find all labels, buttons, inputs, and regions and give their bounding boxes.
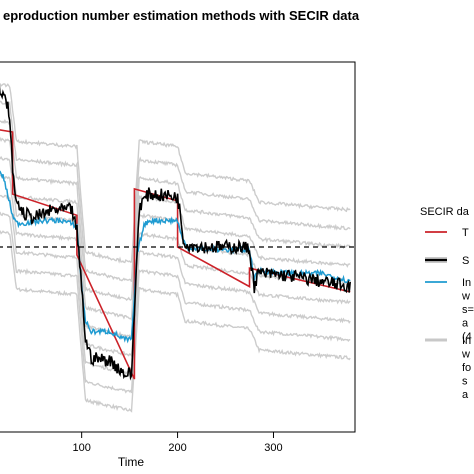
x-axis-label: Time [118, 455, 145, 469]
x-tick-label: 200 [168, 442, 186, 454]
gray-lines-group [0, 83, 351, 413]
sim-line-group [0, 84, 351, 381]
x-axis: 100 200 300 [72, 432, 283, 454]
legend-label-blue: a [462, 318, 469, 330]
legend-label-blue: w [461, 291, 470, 303]
blue-series-line [0, 170, 351, 344]
gray-series-line [0, 83, 351, 264]
legend-label-gray: a [462, 389, 469, 401]
sim-series-line [0, 84, 351, 381]
x-tick-label: 300 [264, 442, 282, 454]
plot-area [0, 61, 356, 433]
gray-series-line [0, 118, 351, 301]
legend-label-gray: s [462, 376, 468, 388]
legend-label-gray: fo [462, 362, 471, 374]
gray-series-line [0, 100, 351, 282]
blue-line-group [0, 170, 351, 344]
legend-label-blue: s= [462, 304, 474, 316]
legend-label-blue: In [462, 277, 471, 289]
x-tick-label: 100 [72, 442, 90, 454]
legend-label-sim: S [462, 255, 469, 267]
plot-frame [0, 61, 356, 433]
gray-series-line [0, 174, 351, 358]
gray-series-line [0, 192, 351, 377]
legend-label-blue: (4 [462, 331, 472, 343]
chart-title: eproduction number estimation methods wi… [3, 8, 360, 23]
gray-series-line [0, 211, 351, 394]
legend-title: SECIR da [420, 206, 470, 218]
gray-series-line [0, 136, 351, 322]
legend-label-gray: w [461, 349, 470, 361]
legend-label-gray: In [462, 335, 471, 347]
gray-series-line [0, 230, 351, 413]
legend-label-true: T [462, 227, 469, 239]
